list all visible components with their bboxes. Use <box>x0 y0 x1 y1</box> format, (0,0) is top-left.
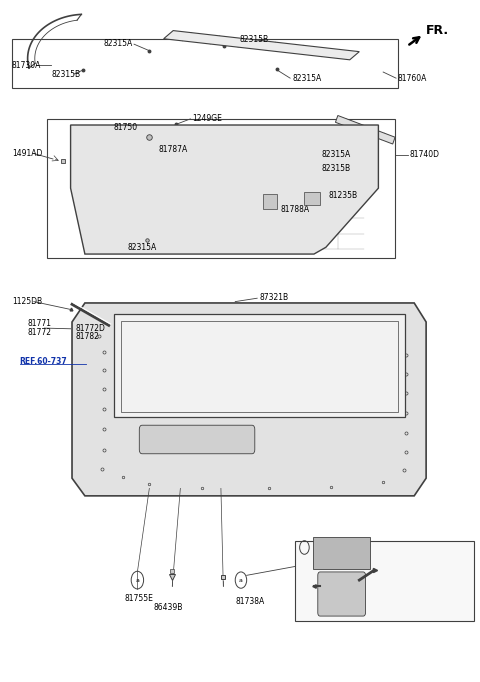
Text: 81772: 81772 <box>28 327 52 337</box>
Text: 81782: 81782 <box>75 332 99 342</box>
Polygon shape <box>72 303 426 496</box>
Text: 1125DA: 1125DA <box>385 569 416 578</box>
Text: 81730A: 81730A <box>12 61 41 70</box>
Text: 82315B: 82315B <box>240 35 269 44</box>
Text: 81760A: 81760A <box>397 74 427 83</box>
Text: 81738A: 81738A <box>235 597 264 606</box>
Polygon shape <box>336 115 395 144</box>
Text: REF.60-737: REF.60-737 <box>20 357 67 366</box>
Text: 1249GE: 1249GE <box>192 114 222 123</box>
Text: 81772D: 81772D <box>75 323 105 333</box>
Text: 81787A: 81787A <box>159 145 188 154</box>
FancyBboxPatch shape <box>313 537 370 569</box>
Text: 87321B: 87321B <box>259 293 288 302</box>
Text: FR.: FR. <box>426 24 449 37</box>
Text: 86439B: 86439B <box>153 603 182 612</box>
Text: 1125DB: 1125DB <box>12 297 42 306</box>
Polygon shape <box>71 125 378 254</box>
Text: a: a <box>302 545 306 550</box>
Text: 1491AD: 1491AD <box>12 149 42 158</box>
Text: 82315B: 82315B <box>321 164 350 173</box>
Text: 81210: 81210 <box>385 600 409 609</box>
FancyBboxPatch shape <box>318 572 365 616</box>
FancyBboxPatch shape <box>139 425 255 454</box>
Text: 81235B: 81235B <box>328 191 358 200</box>
Text: 81740D: 81740D <box>409 151 439 160</box>
Text: 81771: 81771 <box>28 319 52 328</box>
Text: 81755E: 81755E <box>124 594 154 603</box>
Text: 81456C: 81456C <box>307 581 336 590</box>
Text: a: a <box>239 578 243 582</box>
Text: 81750: 81750 <box>114 123 138 132</box>
Polygon shape <box>164 31 360 60</box>
FancyBboxPatch shape <box>295 541 474 621</box>
Text: 82315A: 82315A <box>103 39 132 48</box>
Text: 81230A: 81230A <box>385 548 415 557</box>
Text: 81788A: 81788A <box>281 205 310 213</box>
Text: 82315A: 82315A <box>128 243 157 252</box>
Polygon shape <box>114 314 405 417</box>
Text: a: a <box>135 578 139 582</box>
Text: 82315A: 82315A <box>292 74 322 83</box>
FancyBboxPatch shape <box>304 192 320 205</box>
Text: 82315A: 82315A <box>321 151 350 160</box>
FancyBboxPatch shape <box>263 194 277 209</box>
Text: 82315B: 82315B <box>51 70 81 78</box>
